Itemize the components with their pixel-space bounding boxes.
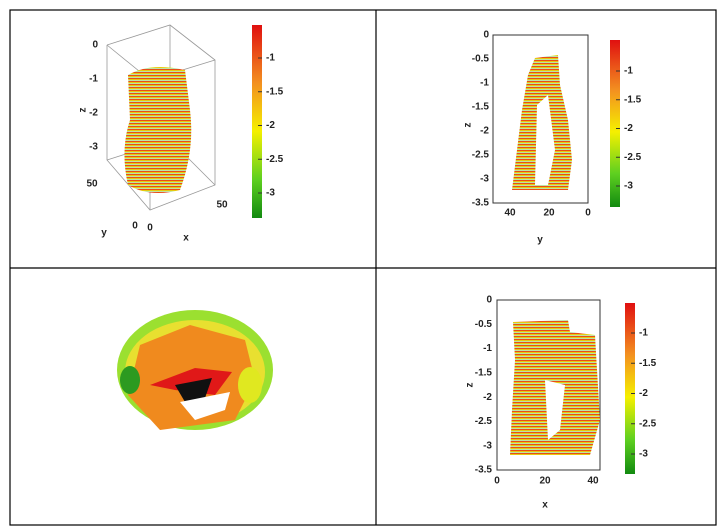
tick-label: -3 — [483, 440, 492, 451]
tick-label: -3 — [89, 142, 98, 153]
tick-label: -3.5 — [475, 465, 493, 476]
tick-label: -1 — [266, 53, 275, 64]
tick-label: 0 — [494, 476, 500, 487]
point-cloud — [124, 66, 192, 194]
point-cloud — [510, 320, 600, 455]
tick-label: -1.5 — [475, 367, 493, 378]
colorbar — [252, 25, 262, 218]
tick-label: 50 — [86, 179, 98, 190]
axes — [496, 299, 601, 471]
tick-label: 0 — [92, 40, 98, 51]
tick-label: -2 — [483, 392, 492, 403]
axis-label: x — [183, 233, 189, 244]
tick-label: 20 — [539, 476, 551, 487]
tick-label: -1 — [624, 66, 633, 77]
tick-label: 0 — [483, 30, 489, 41]
tick-label: -2 — [480, 126, 489, 137]
tick-label: -2.5 — [266, 154, 284, 165]
tick-label: -1 — [480, 78, 489, 89]
tick-label: -1 — [483, 343, 492, 354]
tick-label: -3 — [266, 188, 275, 199]
colorbar — [625, 303, 635, 474]
tick-label: -1.5 — [266, 86, 284, 97]
tick-label: -3 — [480, 174, 489, 185]
tick-label: 0 — [585, 208, 591, 219]
tick-label: 0 — [147, 223, 153, 234]
tick-label: -1 — [89, 74, 98, 85]
slice-image — [117, 310, 273, 430]
axes — [492, 34, 589, 204]
axis-label: z — [465, 383, 476, 388]
tick-label: 50 — [216, 200, 228, 211]
tick-label: 0 — [132, 221, 138, 232]
point-cloud — [512, 55, 572, 190]
tick-label: 20 — [543, 208, 555, 219]
axis-label: z — [78, 108, 89, 113]
axis-label: z — [463, 123, 474, 128]
tick-label: -2.5 — [475, 416, 493, 427]
tick-label: -2 — [89, 108, 98, 119]
tick-label: -3 — [639, 449, 648, 460]
tick-label: -3.5 — [472, 198, 490, 209]
axis-label: y — [537, 235, 543, 246]
tick-label: 0 — [486, 295, 492, 306]
tick-label: -1 — [639, 328, 648, 339]
axis-label: y — [101, 228, 107, 239]
colorbar — [610, 40, 620, 207]
axis-label: x — [542, 500, 548, 511]
tick-label: -3 — [624, 181, 633, 192]
tick-label: 40 — [587, 476, 599, 487]
tick-label: -2 — [266, 120, 275, 131]
tick-label: -0.5 — [475, 319, 493, 330]
tick-label: -1.5 — [639, 358, 657, 369]
tick-label: -2 — [639, 388, 648, 399]
tick-label: -1.5 — [472, 102, 490, 113]
tick-label: -2 — [624, 123, 633, 134]
tick-label: -1.5 — [624, 94, 642, 105]
tick-label: -0.5 — [472, 54, 490, 65]
tick-label: 40 — [504, 208, 516, 219]
tick-label: -2.5 — [624, 152, 642, 163]
tick-label: -2.5 — [472, 150, 490, 161]
tick-label: -2.5 — [639, 418, 657, 429]
